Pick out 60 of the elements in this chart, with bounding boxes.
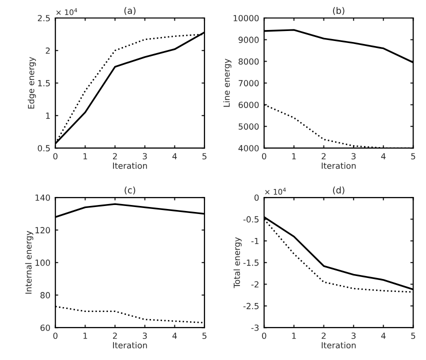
chart-title: (d)	[333, 186, 344, 195]
x-tick-label: 1	[83, 332, 88, 339]
x-tick-label: 1	[292, 332, 296, 339]
y-tick-label: -0.5	[243, 216, 259, 222]
x-tick-label: 3	[142, 153, 147, 160]
y-tick-label: 0.5	[38, 145, 50, 152]
y-tick-label: 60	[40, 324, 50, 331]
x-tick-label: 3	[142, 332, 147, 339]
y-tick-label: 9000	[238, 36, 259, 43]
x-tick-label: 4	[172, 153, 177, 160]
chart-title: (a)	[124, 6, 136, 16]
x-tick-label: 4	[381, 153, 386, 160]
x-tick-label: 2	[112, 153, 117, 160]
x-tick-label: 3	[352, 332, 356, 339]
x-tick-label: 2	[322, 153, 326, 160]
x-tick-label: 2	[112, 332, 117, 339]
y-tick-label: -2.5	[243, 302, 259, 310]
y-tick-label: 120	[36, 227, 50, 234]
y-tick-label: 140	[36, 194, 50, 201]
x-tick-label: 4	[381, 332, 386, 339]
x-axis-title: Iteration	[322, 162, 356, 169]
y-tick-label: 8000	[238, 58, 259, 65]
y-tick-label: 6000	[238, 102, 259, 108]
chart-title: (c)	[124, 186, 136, 195]
y-tick-label: 4000	[238, 145, 259, 152]
x-tick-label: 5	[202, 332, 206, 339]
y-axis-title: Internal energy	[25, 230, 34, 294]
y-tick-label: 100	[36, 260, 50, 266]
x-tick-label: 0	[262, 332, 266, 339]
y-tick-label: 2.5	[38, 14, 50, 22]
x-axis-title: Iteration	[113, 342, 147, 348]
x-tick-label: 5	[411, 332, 416, 339]
y-tick-label: -1	[251, 238, 258, 244]
x-tick-label: 5	[411, 153, 416, 160]
y-axis-title: Edge energy	[28, 56, 36, 109]
y-tick-label: 1	[46, 112, 50, 119]
y-tick-label: 80	[40, 292, 50, 298]
y-tick-label: 10000	[234, 14, 259, 22]
y-tick-label: 1.5	[38, 80, 50, 86]
y-tick-label: 7000	[238, 80, 259, 86]
x-tick-label: 0	[53, 332, 58, 339]
y-tick-label: 2	[46, 48, 50, 54]
x-tick-label: 5	[202, 153, 206, 160]
y-tick-label: -2	[251, 281, 258, 288]
x-tick-label: 0	[262, 153, 266, 160]
y-tick-label: -3	[251, 324, 259, 331]
y-tick-label: -1.5	[243, 260, 259, 266]
y-tick-label: 0	[254, 194, 259, 201]
x-tick-label: 3	[352, 153, 356, 160]
x-tick-label: 2	[322, 332, 326, 339]
x-tick-label: 1	[292, 153, 296, 160]
x-tick-label: 1	[83, 153, 88, 160]
x-tick-label: 0	[53, 153, 58, 160]
x-axis-title: Iteration	[322, 342, 356, 348]
x-tick-label: 4	[172, 332, 177, 339]
y-axis-title: Total energy	[234, 237, 242, 288]
chart-title: (b)	[333, 6, 344, 16]
y-axis-title: Line energy	[223, 58, 232, 107]
x-axis-title: Iteration	[113, 162, 147, 169]
y-tick-label: 5000	[238, 123, 259, 130]
